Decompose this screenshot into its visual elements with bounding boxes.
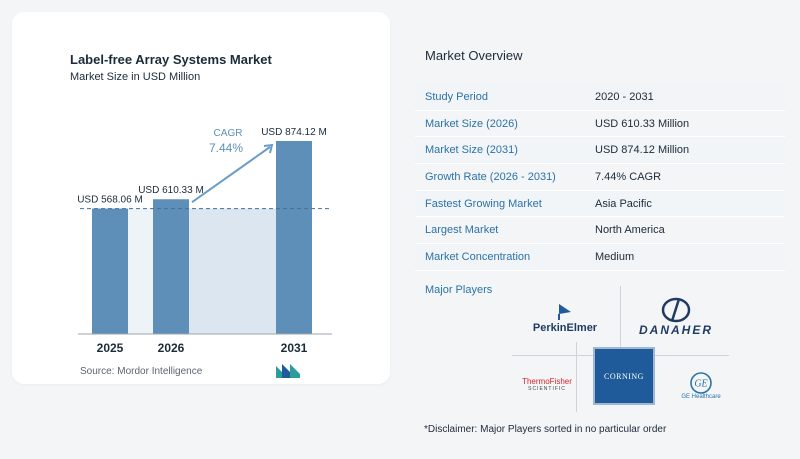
overview-row-value: USD 874.12 Million bbox=[595, 144, 690, 157]
chart-title: Label-free Array Systems Market bbox=[70, 52, 272, 67]
market-overview-table: Study Period 2020 - 2031 Market Size (2026… bbox=[415, 84, 785, 271]
overview-row: Growth Rate (2026 - 2031) 7.44% CAGR bbox=[415, 164, 785, 191]
overview-row-label: Growth Rate (2026 - 2031) bbox=[425, 170, 556, 183]
ge-monogram-icon: GE bbox=[690, 372, 712, 394]
danaher-mark-icon bbox=[661, 297, 691, 323]
overview-row: Market Concentration Medium bbox=[415, 244, 785, 271]
overview-row-value: Asia Pacific bbox=[595, 197, 652, 210]
mordor-logo-icon bbox=[276, 364, 300, 378]
players-divider-vertical-left bbox=[576, 342, 577, 412]
danaher-logo: DANAHER bbox=[626, 294, 726, 340]
bar-2031 bbox=[276, 141, 312, 334]
x-tick-label: 2025 bbox=[97, 341, 124, 355]
disclaimer-text: *Disclaimer: Major Players sorted in no … bbox=[424, 424, 667, 435]
players-divider-vertical-top bbox=[620, 286, 621, 352]
bar-2026 bbox=[153, 199, 189, 334]
data-label: USD 610.33 M bbox=[138, 185, 204, 196]
overview-row: Fastest Growing Market Asia Pacific bbox=[415, 190, 785, 218]
perkinelmer-logo: PerkinElmer bbox=[520, 298, 610, 338]
overview-row: Largest Market North America bbox=[415, 217, 785, 245]
overview-row: Market Size (2026) USD 610.33 Million bbox=[415, 111, 785, 138]
thermofisher-text: ThermoFisher bbox=[522, 376, 572, 386]
major-players-title: Major Players bbox=[425, 284, 493, 296]
cagr-value: 7.44% bbox=[209, 141, 243, 155]
overview-row-label: Fastest Growing Market bbox=[425, 197, 542, 210]
gap-area bbox=[128, 208, 153, 334]
perkinelmer-mark-icon bbox=[558, 304, 571, 320]
danaher-text: DANAHER bbox=[639, 323, 713, 337]
overview-row-label: Market Size (2026) bbox=[425, 117, 518, 130]
data-label: USD 568.06 M bbox=[77, 195, 143, 206]
overview-row-value: USD 610.33 Million bbox=[595, 117, 690, 130]
cagr-label: CAGR bbox=[214, 128, 243, 139]
overview-row: Study Period 2020 - 2031 bbox=[415, 84, 785, 111]
corning-logo: CORNING bbox=[593, 347, 655, 405]
market-overview-title: Market Overview bbox=[425, 48, 523, 63]
overview-row: Market Size (2031) USD 874.12 Million bbox=[415, 137, 785, 165]
thermofisher-sub-text: SCIENTIFIC bbox=[528, 385, 566, 392]
cagr-arrow-head-icon bbox=[263, 143, 274, 154]
thermofisher-logo: ThermoFisher SCIENTIFIC bbox=[516, 374, 578, 394]
overview-row-value: Medium bbox=[595, 250, 635, 263]
chart-subtitle: Market Size in USD Million bbox=[70, 71, 201, 83]
data-label: USD 874.12 M bbox=[261, 127, 327, 138]
corning-text: CORNING bbox=[604, 371, 644, 381]
ge-healthcare-text: GE Healthcare bbox=[681, 394, 721, 400]
overview-row-value: 2020 - 2031 bbox=[595, 90, 654, 103]
overview-row-value: North America bbox=[595, 224, 665, 237]
x-tick-label: 2031 bbox=[281, 341, 308, 355]
source-text: Source: Mordor Intelligence bbox=[80, 366, 203, 377]
growth-area bbox=[189, 208, 276, 334]
ge-healthcare-logo: GE GE Healthcare bbox=[672, 366, 730, 406]
overview-row-value: 7.44% CAGR bbox=[595, 170, 662, 183]
x-tick-label: 2026 bbox=[158, 341, 185, 355]
overview-row-label: Market Size (2031) bbox=[425, 144, 518, 157]
overview-row-label: Largest Market bbox=[425, 224, 499, 237]
svg-text:GE: GE bbox=[694, 379, 707, 390]
overview-row-label: Study Period bbox=[425, 90, 488, 103]
perkinelmer-text: PerkinElmer bbox=[532, 322, 598, 334]
overview-row-label: Market Concentration bbox=[425, 250, 531, 263]
cagr-arrow-line bbox=[191, 146, 271, 204]
bar-2025 bbox=[92, 208, 128, 334]
